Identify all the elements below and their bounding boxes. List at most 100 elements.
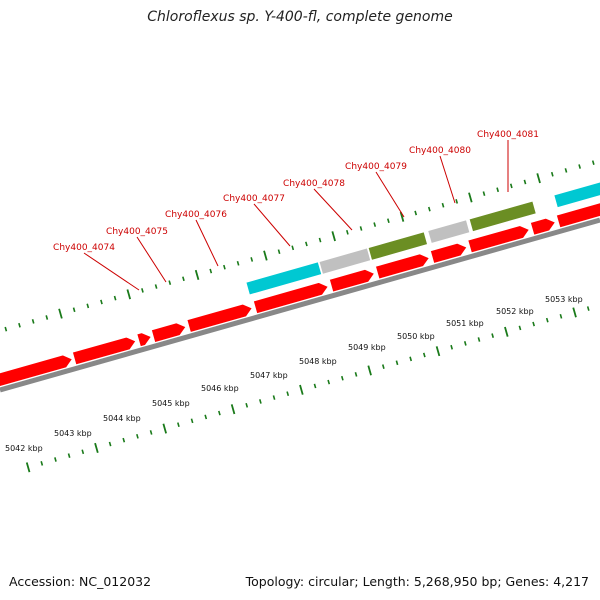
scale-tick (564, 168, 568, 173)
scale-tick (182, 276, 185, 282)
gene-label: Chy400_4079 (345, 162, 407, 172)
genome-feature (318, 247, 372, 275)
scale-tick (168, 280, 172, 285)
genome-feature (328, 268, 376, 293)
scale-tick (259, 399, 262, 404)
gene-label: Chy400_4075 (106, 227, 168, 237)
scale-tick (373, 222, 377, 227)
scale-tick (223, 264, 226, 270)
scale-tick (578, 164, 582, 169)
scale-tick (209, 268, 213, 274)
gene-label: Chy400_4080 (409, 146, 471, 156)
gene-label: Chy400_4078 (283, 179, 345, 189)
kbp-label: 5050 kbp (397, 332, 435, 341)
kbp-label: 5046 kbp (201, 384, 239, 393)
scale-tick (523, 179, 527, 185)
genome-feature (375, 253, 430, 280)
scale-tick (154, 284, 158, 289)
scale-tick (482, 191, 486, 196)
outer-tick-ring (4, 160, 595, 332)
scale-tick (67, 453, 71, 458)
scale-tick (491, 333, 495, 338)
accession-text: Accession: NC_012032 (9, 574, 152, 589)
scale-tick (141, 288, 144, 293)
scale-tick (550, 171, 554, 177)
scale-tick (113, 295, 117, 301)
genome-feature (529, 217, 556, 236)
scale-tick (299, 384, 304, 395)
scale-tick (367, 365, 372, 376)
scale-tick (386, 218, 390, 224)
genome-feature (252, 282, 329, 315)
genome-feature (72, 336, 137, 366)
scale-tick (45, 315, 49, 320)
scale-tick (245, 402, 249, 408)
scale-tick (450, 344, 454, 350)
genome-feature (136, 332, 152, 348)
genome-feature (429, 242, 468, 264)
scale-tick (250, 257, 254, 262)
scale-tick (272, 395, 276, 400)
scale-tick (381, 364, 385, 369)
scale-tick (31, 319, 35, 324)
scale-tick (331, 231, 336, 242)
scale-tick (86, 303, 90, 309)
gene-label-leader (136, 236, 167, 283)
scale-tick (305, 241, 308, 247)
scale-tick (532, 321, 535, 327)
scale-tick (463, 341, 467, 346)
kbp-label: 5043 kbp (54, 429, 92, 438)
scale-tick (108, 441, 112, 447)
scale-tick (100, 299, 103, 305)
scale-tick (40, 461, 44, 466)
kbp-label: 5042 kbp (5, 444, 43, 453)
inner-tick-ring (25, 306, 590, 473)
genome-feature (245, 261, 323, 296)
genome-feature (553, 181, 600, 209)
scale-tick (291, 245, 295, 251)
scale-tick (263, 250, 268, 261)
scale-tick (409, 356, 413, 362)
scale-tick (122, 437, 126, 443)
kbp-label: 5053 kbp (545, 295, 583, 304)
genome-feature (555, 202, 600, 229)
kbp-scale-labels: 5042 kbp 5043 kbp 5044 kbp 5045 kbp 5046 kbp… (5, 295, 583, 453)
scale-tick (414, 210, 418, 216)
scale-tick (313, 383, 317, 389)
gene-label-leader (253, 203, 291, 247)
gene-labels: Chy400_4074 Chy400_4075 Chy400_4076 Chy400_… (53, 130, 539, 253)
kbp-label: 5052 kbp (496, 307, 534, 316)
scale-tick (277, 249, 281, 255)
genome-summary-text: Topology: circular; Length: 5,268,950 bp… (245, 574, 589, 589)
genome-feature (186, 303, 253, 333)
scale-tick (399, 211, 405, 222)
gene-label-leader (375, 171, 405, 218)
kbp-label: 5048 kbp (299, 357, 337, 366)
feature-track (0, 181, 600, 387)
genome-feature (467, 225, 530, 254)
kbp-label: 5051 kbp (446, 319, 484, 328)
scale-tick (359, 226, 363, 231)
scale-tick (218, 410, 221, 416)
genome-feature (468, 200, 537, 233)
scale-tick (54, 457, 57, 462)
gene-label-leader (195, 219, 219, 267)
scale-tick (4, 326, 8, 332)
gene-label-leader (439, 155, 456, 204)
scale-tick (509, 183, 513, 189)
gene-label: Chy400_4074 (53, 243, 115, 253)
genome-feature (0, 354, 73, 387)
gene-label: Chy400_4076 (165, 210, 227, 220)
scale-tick (591, 160, 595, 165)
kbp-label: 5047 kbp (250, 371, 288, 380)
scale-tick (427, 206, 431, 212)
scale-tick (194, 269, 200, 280)
scale-tick (136, 433, 139, 439)
genome-backbone (0, 217, 600, 393)
scale-tick (204, 414, 208, 420)
scale-tick (340, 375, 344, 381)
scale-tick (477, 337, 481, 342)
scale-tick (162, 423, 167, 434)
scale-tick (327, 379, 331, 385)
scale-tick (177, 422, 180, 428)
